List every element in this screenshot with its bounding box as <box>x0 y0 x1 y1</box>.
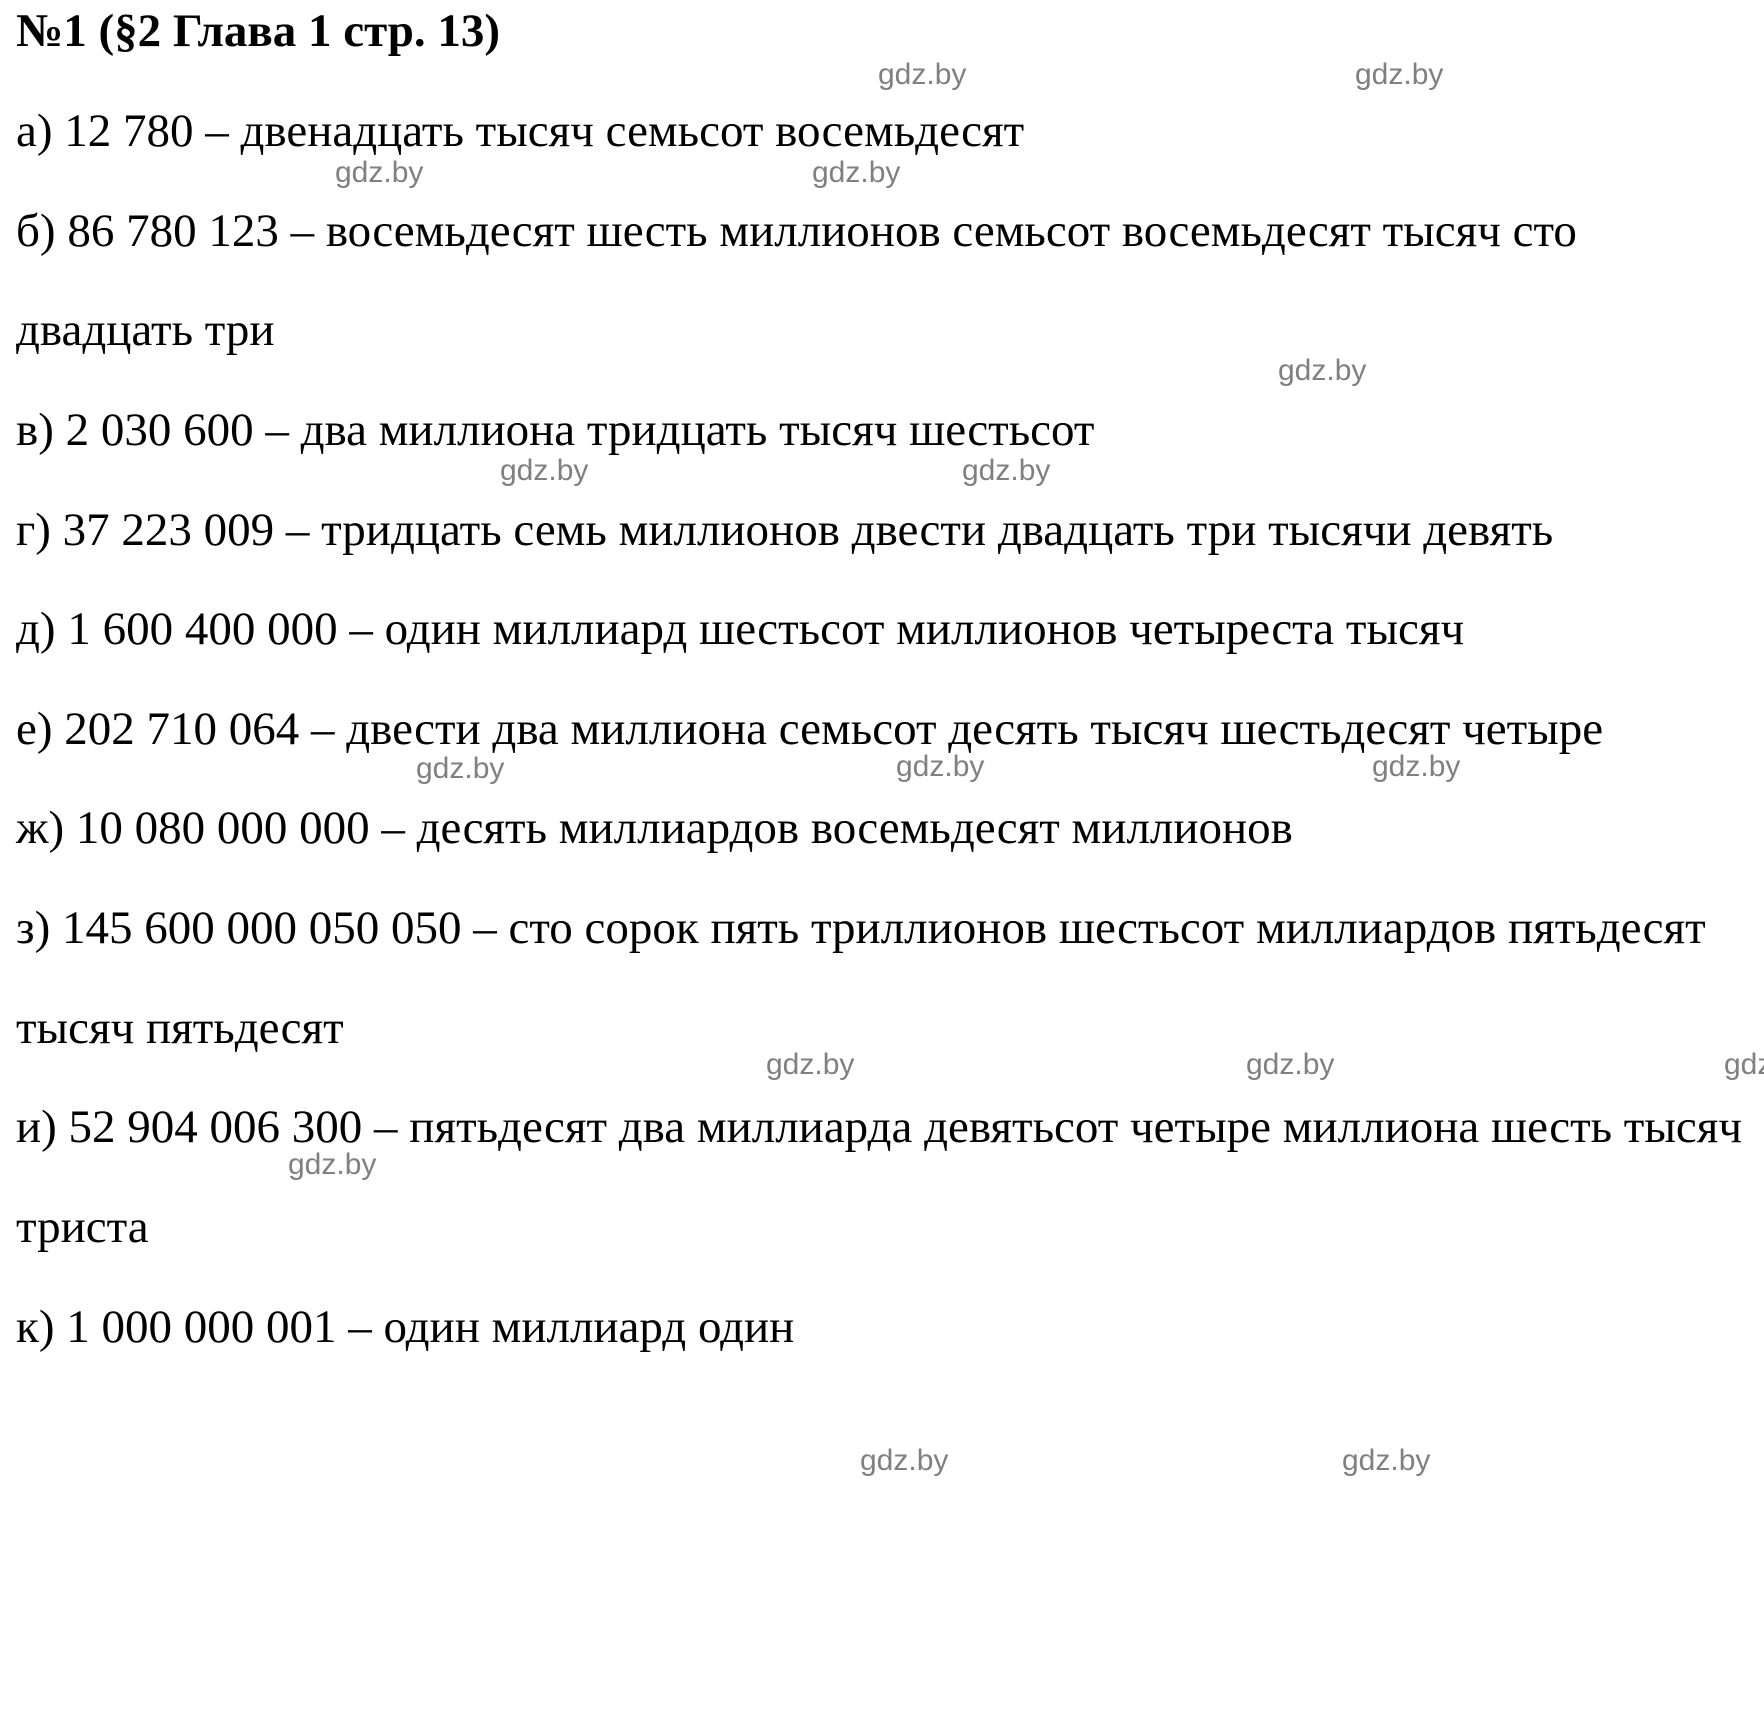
exercise-body: а) 12 780 – двенадцать тысяч семьсот вос… <box>16 82 1748 1377</box>
item-g: г) 37 223 009 – тридцать семь миллионов … <box>16 481 1748 581</box>
watermark: gdz.by <box>878 58 966 92</box>
watermark: gdz.by <box>335 156 423 190</box>
item-v: в) 2 030 600 – два миллиона тридцать тыс… <box>16 381 1748 481</box>
watermark: gdz.by <box>896 750 984 784</box>
item-b: б) 86 780 123 – восемьдесят шесть миллио… <box>16 182 1748 381</box>
watermark: gdz.by <box>812 156 900 190</box>
watermark: gdz.by <box>1246 1048 1334 1082</box>
item-k: к) 1 000 000 001 – один миллиард один <box>16 1278 1748 1378</box>
exercise-title: №1 (§2 Глава 1 стр. 13) <box>16 4 500 58</box>
watermark: gdz.by <box>1278 354 1366 388</box>
page: №1 (§2 Глава 1 стр. 13) а) 12 780 – двен… <box>0 0 1764 1710</box>
watermark: gdz.by <box>1355 58 1443 92</box>
item-i: и) 52 904 006 300 – пятьдесят два миллиа… <box>16 1078 1748 1277</box>
item-zh: ж) 10 080 000 000 – десять миллиардов во… <box>16 779 1748 879</box>
item-z: з) 145 600 000 050 050 – сто сорок пять … <box>16 879 1748 1078</box>
watermark: gdz.by <box>1372 750 1460 784</box>
watermark: gdz.by <box>962 454 1050 488</box>
watermark: gdz.by <box>1724 1048 1764 1082</box>
watermark: gdz.by <box>860 1444 948 1478</box>
watermark: gdz.by <box>766 1048 854 1082</box>
item-e: е) 202 710 064 – двести два миллиона сем… <box>16 680 1748 780</box>
watermark: gdz.by <box>1342 1444 1430 1478</box>
watermark: gdz.by <box>500 454 588 488</box>
watermark: gdz.by <box>416 752 504 786</box>
watermark: gdz.by <box>288 1148 376 1182</box>
item-d: д) 1 600 400 000 – один миллиард шестьсо… <box>16 580 1748 680</box>
